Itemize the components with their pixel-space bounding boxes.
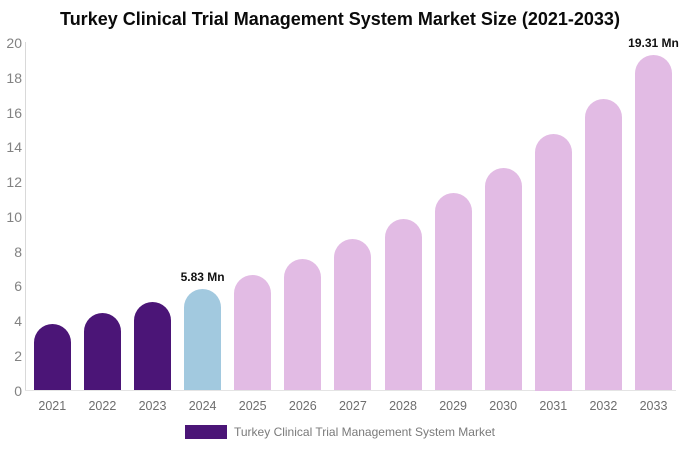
value-label-2024: 5.83 Mn xyxy=(180,270,225,285)
x-tick-label-2025: 2025 xyxy=(238,399,267,413)
y-tick-label: 12 xyxy=(6,174,22,190)
y-tick-label: 16 xyxy=(6,104,22,121)
bar-2023 xyxy=(134,301,171,391)
y-tick-label: 10 xyxy=(6,208,22,225)
x-tick-label-2027: 2027 xyxy=(338,399,367,413)
x-tick-label-2032: 2032 xyxy=(589,399,618,413)
y-tick-label: 8 xyxy=(14,243,22,260)
x-tick-label-2030: 2030 xyxy=(489,399,518,413)
y-tick-label: 4 xyxy=(14,313,22,329)
y-tick-label: 2 xyxy=(14,347,22,364)
x-tick-label-2024: 2024 xyxy=(188,399,217,413)
bar-2030 xyxy=(484,168,522,391)
bar-2021 xyxy=(33,324,71,391)
bar-2022 xyxy=(83,313,121,391)
bar-2029 xyxy=(434,193,472,391)
bar-2033 xyxy=(635,54,672,391)
x-axis-line xyxy=(25,390,676,391)
x-tick-label-2022: 2022 xyxy=(88,399,117,413)
x-tick-label-2026: 2026 xyxy=(288,399,317,413)
x-tick-label-2028: 2028 xyxy=(389,399,417,413)
x-tick-label-2023: 2023 xyxy=(138,399,167,413)
legend-swatch xyxy=(185,425,227,439)
y-axis-line xyxy=(25,42,26,391)
bar-2028 xyxy=(384,219,422,391)
y-tick-label: 20 xyxy=(6,35,22,51)
bar-2031 xyxy=(534,134,572,391)
bar-2025 xyxy=(234,274,272,391)
y-tick-label: 0 xyxy=(14,382,22,399)
x-tick-label-2033: 2033 xyxy=(639,399,668,413)
y-tick-label: 18 xyxy=(6,69,22,86)
legend: Turkey Clinical Trial Management System … xyxy=(0,425,680,439)
bar-2027 xyxy=(334,239,372,391)
bar-2032 xyxy=(584,98,622,391)
bar-2024 xyxy=(184,289,222,391)
legend-label: Turkey Clinical Trial Management System … xyxy=(234,425,495,439)
value-label-2033: 19.31 Mn xyxy=(628,35,679,50)
y-tick-label: 14 xyxy=(6,139,22,156)
y-tick-label: 6 xyxy=(14,278,22,295)
bar-2026 xyxy=(284,259,322,391)
x-tick-label-2029: 2029 xyxy=(439,399,467,413)
chart-title: Turkey Clinical Trial Management System … xyxy=(60,9,620,29)
x-tick-label-2021: 2021 xyxy=(38,399,67,413)
x-tick-label-2031: 2031 xyxy=(539,399,568,413)
